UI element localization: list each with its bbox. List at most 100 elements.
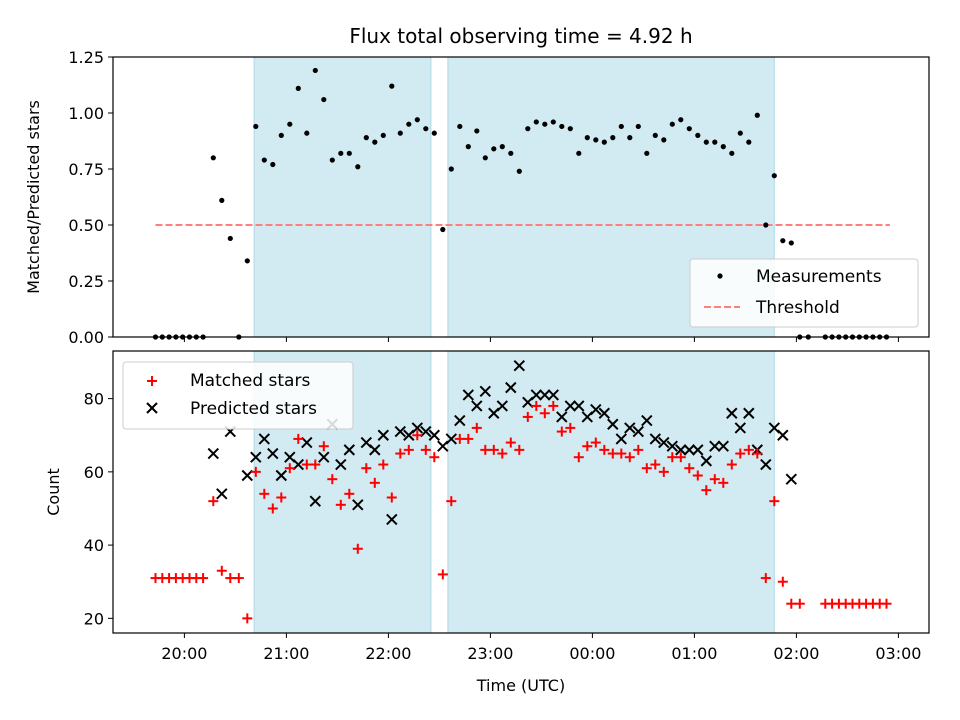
matched-star-point <box>573 452 584 463</box>
predicted-star-point <box>292 458 305 471</box>
predicted-star-point <box>743 407 755 419</box>
measurement-point <box>210 155 216 161</box>
measurement-point <box>754 112 760 118</box>
predicted-mark-stroke <box>309 495 322 507</box>
measurement-point <box>720 144 726 150</box>
measurement-point <box>312 67 318 74</box>
predicted-mark-stroke <box>250 451 262 463</box>
matched-star-point <box>531 400 542 411</box>
predicted-star-point <box>598 407 611 419</box>
matched-star-point <box>284 463 295 474</box>
matched-star-point <box>641 463 652 474</box>
matched-star-point <box>378 459 389 470</box>
predicted-mark-stroke <box>556 411 568 423</box>
predicted-mark-stroke <box>479 385 492 397</box>
matched-star-point <box>769 496 780 507</box>
predicted-star-point <box>377 429 390 441</box>
predicted-star-point <box>615 433 628 445</box>
bottom-ytick-label: 60 <box>84 463 104 482</box>
predicted-star-point <box>607 418 619 430</box>
predicted-star-point <box>777 429 789 441</box>
matched-star-point <box>709 474 720 485</box>
matched-star-point <box>335 499 346 510</box>
predicted-star-point <box>632 425 645 438</box>
bottom-ytick-label: 80 <box>84 390 104 409</box>
measurement-point <box>788 240 794 246</box>
matched-star-point <box>624 452 635 463</box>
measurement-point <box>346 150 352 156</box>
matched-star-point <box>412 430 423 441</box>
predicted-mark-stroke <box>343 444 356 456</box>
matched-star-point <box>548 400 559 411</box>
predicted-star-point <box>539 389 551 401</box>
predicted-mark-stroke <box>709 440 721 452</box>
predicted-mark-stroke <box>666 440 679 452</box>
predicted-star-point <box>318 451 330 463</box>
predicted-star-point <box>496 400 509 412</box>
top-ytick-label: 1.25 <box>68 48 104 67</box>
predicted-mark-stroke <box>658 436 670 449</box>
measurement-point <box>355 164 361 170</box>
matched-star-point <box>361 463 372 474</box>
measurement-point <box>729 150 735 156</box>
predicted-star-point <box>386 513 398 526</box>
matched-star-point <box>471 422 482 433</box>
predicted-mark-stroke <box>318 451 330 463</box>
measurement-legend-marker <box>717 273 723 279</box>
predicted-star-point <box>369 444 381 456</box>
matched-star-point <box>488 444 499 455</box>
observing-band <box>253 56 432 338</box>
predicted-star-point <box>250 451 262 463</box>
measurement-point <box>253 123 259 130</box>
measurement-point <box>380 132 386 138</box>
predicted-mark-stroke <box>641 414 653 427</box>
matched-star-point <box>701 485 712 496</box>
predicted-star-point <box>267 447 279 460</box>
predicted-mark-stroke <box>700 455 713 467</box>
predicted-star-point <box>513 359 526 372</box>
xtick-label: 00:00 <box>569 644 615 663</box>
measurement-point <box>584 135 590 141</box>
predicted-mark-stroke <box>590 403 602 416</box>
matched-star-point <box>293 433 304 444</box>
top-ytick-label: 0.25 <box>68 272 104 291</box>
measurement-point <box>338 150 344 156</box>
predicted-mark-stroke <box>683 444 696 456</box>
predicted-mark-stroke <box>607 418 619 430</box>
measurement-point <box>525 126 531 132</box>
measurement-point <box>482 155 488 161</box>
top-x-ticks <box>183 337 899 342</box>
matched-star-point <box>752 448 763 459</box>
xtick-label: 22:00 <box>365 644 411 663</box>
matched-star-point <box>539 408 550 419</box>
bottom-points <box>150 359 892 624</box>
measurement-point <box>372 139 378 145</box>
predicted-star-point <box>445 433 458 445</box>
matched-star-point <box>735 448 746 459</box>
matched-star-point <box>522 411 533 422</box>
predicted-star-point <box>717 440 730 452</box>
matched-star-point <box>667 452 678 463</box>
predicted-mark-stroke <box>624 422 636 434</box>
predicted-star-point <box>641 414 653 427</box>
measurement-point <box>686 126 692 132</box>
matched-star-point <box>881 598 892 609</box>
predicted-star-point <box>564 400 577 412</box>
predicted-mark-stroke <box>726 407 738 419</box>
measurement-point <box>737 130 743 136</box>
predicted-star-point <box>343 444 356 456</box>
measurement-point <box>414 117 420 123</box>
measurement-point <box>261 157 267 163</box>
predicted-star-point <box>301 436 313 449</box>
measurement-point <box>423 126 429 132</box>
top-y-axis-label: Matched/Predicted stars <box>24 100 43 294</box>
measurement-point <box>244 258 250 264</box>
predicted-mark-stroke <box>760 458 772 471</box>
predicted-mark-stroke <box>632 425 645 438</box>
bottom-panel: 20 40 60 80 20:00 21:00 22:00 23:00 00:00 01:00 0… <box>44 350 930 695</box>
measurement-point <box>278 132 284 138</box>
matched-star-point <box>446 496 457 507</box>
predicted-star-point <box>573 400 585 412</box>
predicted-star-point <box>726 407 738 419</box>
measurement-point <box>703 139 709 145</box>
